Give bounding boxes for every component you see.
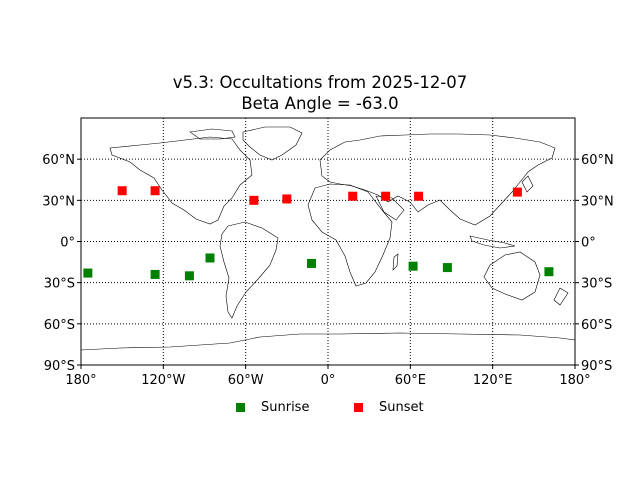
landmass-south-america <box>219 221 279 319</box>
point-sunrise <box>307 258 317 268</box>
x-tick-label: 120°W <box>141 373 185 388</box>
y-tick-label-left: 60°S <box>44 318 75 333</box>
point-sunset <box>414 191 424 201</box>
landmass-new-zealand <box>553 287 569 306</box>
landmass-japan <box>521 175 534 193</box>
point-sunrise <box>442 263 452 273</box>
point-sunrise <box>408 261 418 271</box>
chart-title-line2: Beta Angle = -63.0 <box>241 94 399 113</box>
y-tick-label-right: 0° <box>581 236 596 251</box>
y-tick-label-right: 90°S <box>581 359 612 374</box>
legend-item-sunset: Sunset <box>354 400 424 415</box>
x-tick-label: 120°E <box>473 373 513 388</box>
landmass-africa <box>307 183 393 287</box>
point-sunset <box>249 195 259 205</box>
y-tick-label-left: 30°N <box>42 194 75 209</box>
x-tick-label: 60°W <box>228 373 264 388</box>
landmass-madagascar <box>392 253 399 271</box>
landmass-arctic-islands <box>189 128 236 140</box>
point-sunset <box>282 194 292 204</box>
legend-swatch-sunrise <box>236 403 245 412</box>
y-tick-label-left: 60°N <box>42 153 75 168</box>
x-tick-label: 180° <box>65 373 96 388</box>
legend-label-sunset: Sunset <box>379 400 424 415</box>
point-sunset <box>117 186 127 196</box>
legend-swatch-sunset <box>354 403 363 412</box>
point-sunrise <box>184 271 194 281</box>
point-sunset <box>348 191 358 201</box>
x-tick-label: 180° <box>559 373 590 388</box>
landmass-eurasia <box>319 133 556 226</box>
y-tick-label-right: 30°S <box>581 277 612 292</box>
legend-label-sunrise: Sunrise <box>261 400 310 415</box>
point-sunrise <box>544 267 554 277</box>
y-tick-label-right: 60°S <box>581 318 612 333</box>
point-sunrise <box>205 253 215 263</box>
y-tick-label-left: 90°S <box>44 359 75 374</box>
x-tick-label: 0° <box>321 373 336 388</box>
landmass-australia <box>483 251 541 301</box>
landmass-greenland <box>242 126 303 161</box>
x-tick-label: 60°E <box>395 373 426 388</box>
point-sunrise <box>150 269 160 279</box>
point-sunrise <box>83 268 93 278</box>
point-sunset <box>150 186 160 196</box>
point-sunset <box>381 191 391 201</box>
data-points <box>83 186 554 281</box>
gridlines <box>81 118 575 365</box>
point-sunset <box>512 187 522 197</box>
y-tick-label-right: 30°N <box>581 194 614 209</box>
legend: Sunrise Sunset <box>0 400 640 418</box>
coastlines <box>80 126 576 366</box>
chart-title-line1: v5.3: Occultations from 2025-12-07 <box>172 73 468 92</box>
y-tick-label-right: 60°N <box>581 153 614 168</box>
legend-item-sunrise: Sunrise <box>236 400 309 415</box>
axis-ticks: 180° 120°W 60°W 0° 60°E 120°E 180°90°S 90°S60°S… <box>42 153 614 388</box>
y-tick-label-left: 0° <box>60 236 75 251</box>
landmass-north-america <box>109 136 253 225</box>
y-tick-label-left: 30°S <box>44 277 75 292</box>
